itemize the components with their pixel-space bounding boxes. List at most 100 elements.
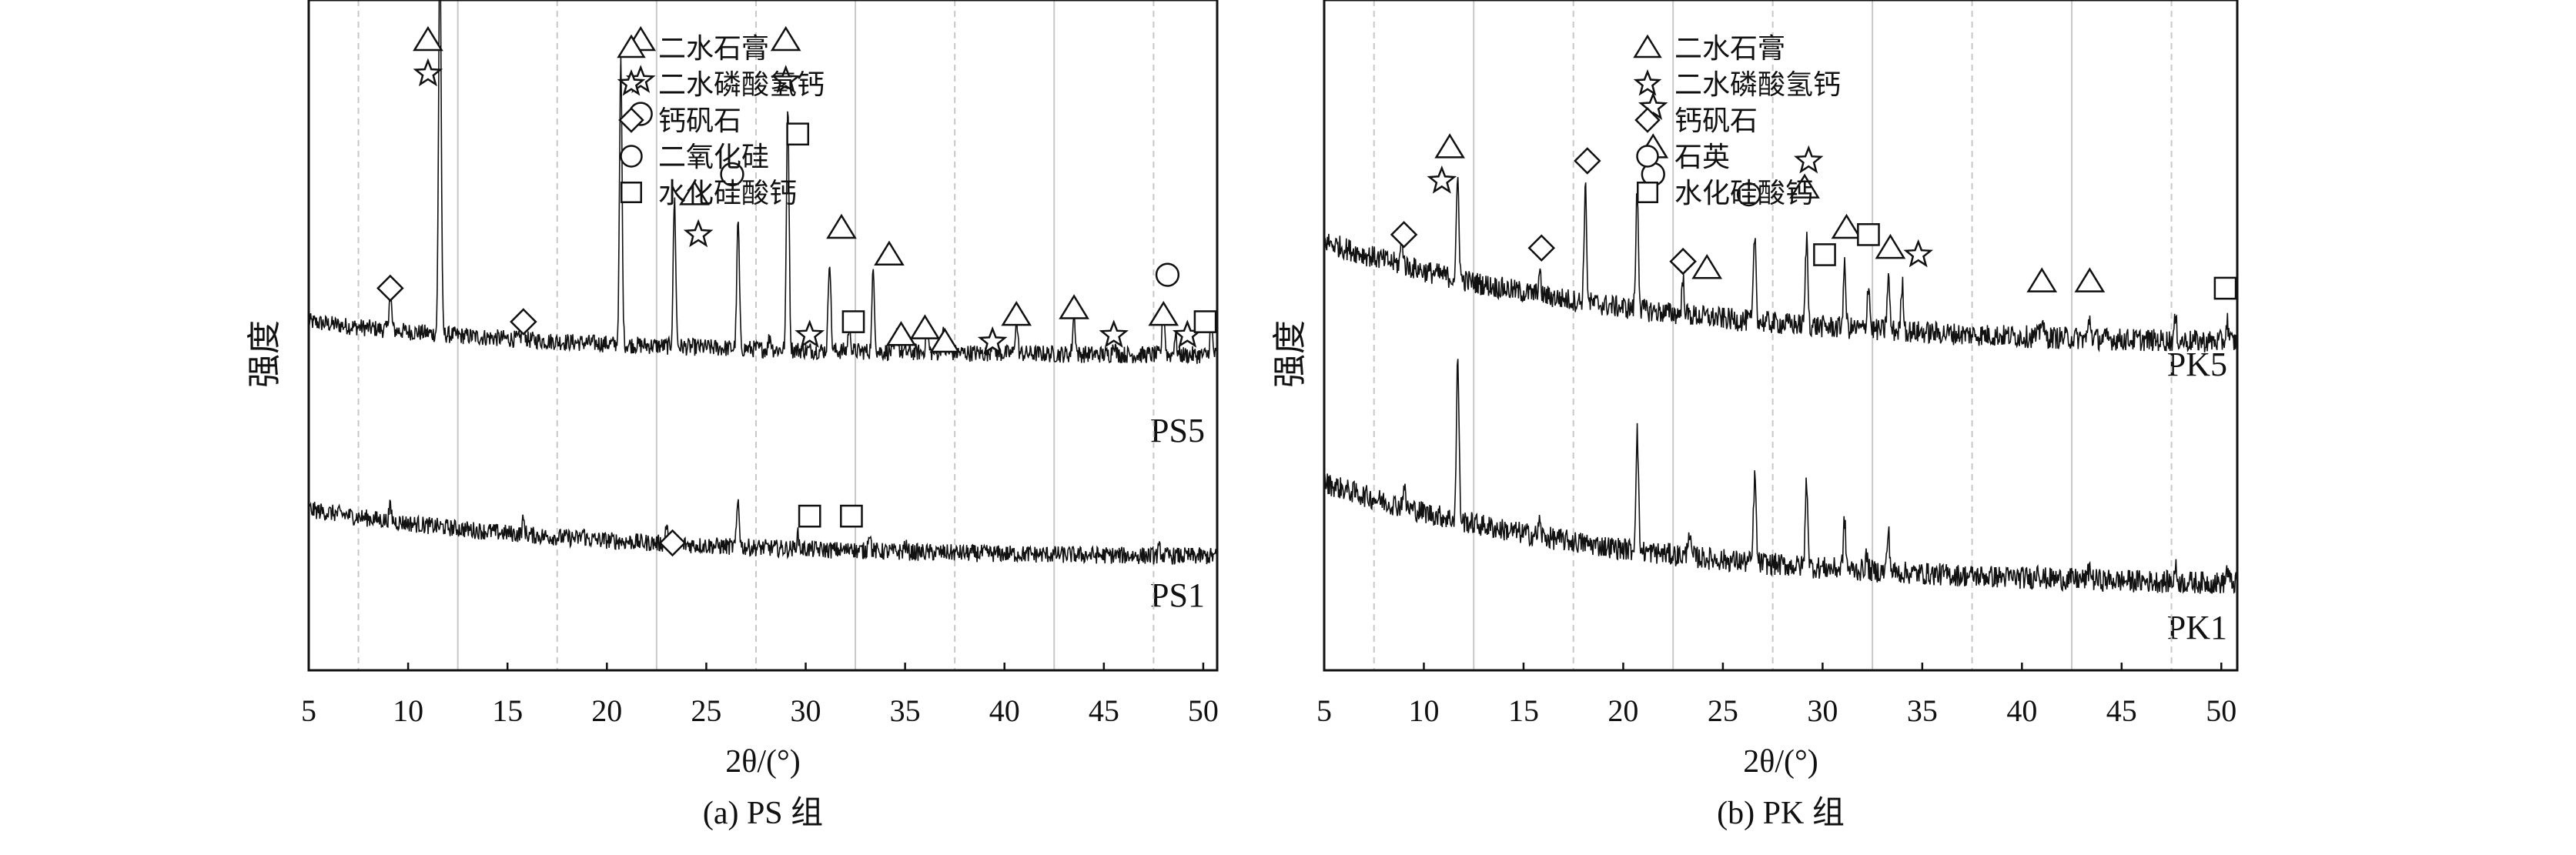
x-tick-label: 25 [691, 693, 721, 728]
marker-triangle [826, 213, 857, 239]
marker-square [1813, 243, 1836, 266]
marker-square [841, 310, 865, 333]
marker-square [786, 122, 810, 146]
marker-triangle [2074, 267, 2106, 292]
legend-label: 二水石膏 [1674, 33, 1785, 65]
legend-icon-diamond [618, 107, 644, 133]
series-label-ps5: PS5 [1150, 412, 1205, 449]
legend-label: 二氧化硅 [658, 142, 769, 173]
x-tick-label: 15 [1508, 693, 1539, 728]
series-line-pk1 [1324, 359, 2237, 594]
marker-diamond [658, 529, 687, 557]
x-tick-label: 20 [591, 693, 622, 728]
marker-star [1427, 165, 1457, 194]
y-axis-label: 强度 [245, 320, 284, 388]
x-tick-label: 10 [393, 693, 423, 728]
marker-square [2213, 276, 2237, 300]
caption: (b) PK 组 [1717, 796, 1845, 831]
legend-label: 石英 [1674, 142, 1730, 173]
marker-circle [720, 162, 744, 187]
series-label-pk1: PK1 [2167, 609, 2227, 646]
marker-star [413, 58, 443, 87]
marker-square [1857, 223, 1880, 246]
marker-triangle [1148, 300, 1179, 326]
marker-diamond [1390, 221, 1418, 249]
marker-star [1794, 145, 1824, 174]
legend-icon-star [1633, 68, 1662, 96]
marker-diamond [1669, 247, 1697, 276]
legend-label: 钙矾石 [658, 105, 741, 137]
series-label-pk5: PK5 [2167, 346, 2227, 383]
panel-pk: 强度 2θ/(°) (b) PK 组 PK5 PK1 5 10 15 20 25 30 35… [1270, 0, 2239, 831]
x-tick-label: 35 [890, 693, 921, 728]
legend-icon-triangle [1633, 34, 1662, 58]
legend-icon-circle [620, 145, 643, 168]
marker-triangle [1434, 133, 1465, 159]
marker-triangle [929, 327, 961, 353]
marker-diamond [1574, 147, 1601, 175]
x-tick-label: 5 [301, 693, 316, 728]
marker-triangle [413, 25, 443, 52]
marker-circle [1155, 262, 1180, 287]
x-tick-label: 35 [1907, 693, 1938, 728]
marker-triangle [1001, 300, 1032, 326]
x-tick-label: 45 [1089, 693, 1119, 728]
legend-icon-triangle [617, 34, 646, 58]
legend-icon-circle [1636, 145, 1659, 168]
marker-star [1099, 319, 1129, 348]
marker-diamond [510, 308, 537, 336]
x-tick-label: 40 [989, 693, 1020, 728]
marker-diamond [376, 274, 404, 302]
marker-triangle [885, 321, 917, 346]
marker-star [1903, 239, 1934, 268]
x-tick-label: 30 [791, 693, 821, 728]
x-tick-label: 20 [1607, 693, 1638, 728]
x-axis-label: 2θ/(°) [1743, 744, 1818, 780]
marker-square [840, 504, 863, 528]
marker-triangle [770, 25, 801, 52]
marker-triangle [2026, 267, 2058, 292]
marker-triangle [1831, 213, 1862, 239]
marker-square [798, 504, 821, 528]
legend-label: 钙矾石 [1674, 105, 1758, 137]
legend-label: 二水磷酸氢钙 [1674, 69, 1841, 101]
y-axis-label: 强度 [1270, 320, 1310, 388]
legend-icon-diamond [1634, 107, 1661, 133]
marker-square [1193, 310, 1217, 333]
legend-label: 二水磷酸氢钙 [658, 69, 825, 101]
marker-triangle [1691, 254, 1723, 279]
x-axis-label: 2θ/(°) [725, 744, 801, 780]
series-line-pk5 [1324, 177, 2237, 352]
legend-icon-square [621, 182, 642, 203]
legend-label: 水化硅酸钙 [658, 178, 797, 209]
marker-star [795, 319, 825, 348]
caption: (a) PS 组 [703, 796, 823, 831]
legend-label: 二水石膏 [658, 33, 769, 65]
x-tick-label: 25 [1708, 693, 1738, 728]
x-tick-label: 15 [492, 693, 523, 728]
marker-triangle [1789, 173, 1820, 199]
x-tick-label: 50 [1188, 693, 1219, 728]
legend-label: 水化硅酸钙 [1674, 178, 1813, 209]
x-tick-label: 45 [2106, 693, 2137, 728]
legend-icon-star [617, 68, 646, 96]
panel-ps: 强度 2θ/(°) (a) PS 组 PS5 PS1 5 10 15 20 25 30 35… [245, 0, 1219, 831]
marker-triangle [874, 240, 905, 266]
legend-icon-square [1637, 182, 1658, 203]
plot-frame [1323, 0, 2239, 672]
marker-star [977, 326, 1008, 355]
marker-diamond [1527, 234, 1556, 262]
x-tick-label: 5 [1316, 693, 1332, 728]
marker-triangle [679, 180, 710, 205]
x-tick-label: 30 [1807, 693, 1838, 728]
x-tick-label: 50 [2206, 693, 2236, 728]
marker-triangle [909, 314, 941, 339]
plot-frame [307, 0, 1219, 672]
series-line-ps5 [309, 0, 1217, 365]
series-line-ps1 [309, 499, 1217, 565]
marker-star [771, 65, 801, 93]
x-tick-label: 40 [2006, 693, 2037, 728]
marker-triangle [1059, 294, 1089, 319]
marker-triangle [1875, 233, 1906, 259]
